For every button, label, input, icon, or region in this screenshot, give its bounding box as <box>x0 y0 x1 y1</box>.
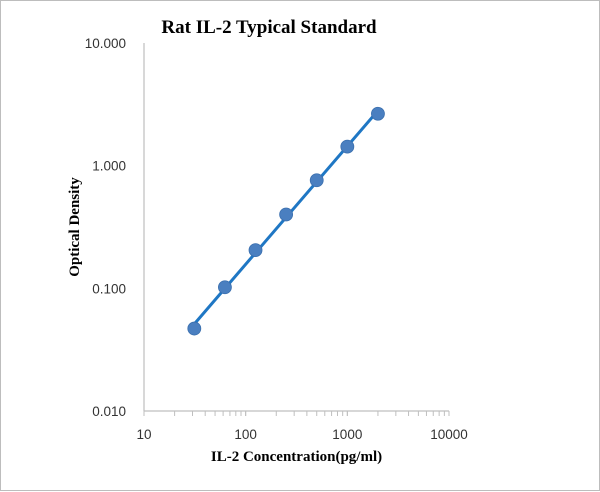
x-axis-label: IL-2 Concentration(pg/ml) <box>211 449 382 465</box>
y-axis-label: Optical Density <box>67 177 83 277</box>
data-point <box>340 139 355 154</box>
x-tick-label: 1000 <box>332 427 362 442</box>
data-point <box>309 173 324 188</box>
chart-title: Rat IL-2 Typical Standard <box>161 17 377 38</box>
y-tick-label: 0.010 <box>92 404 126 419</box>
y-tick-label: 0.100 <box>92 281 126 296</box>
x-tick-label: 100 <box>234 427 257 442</box>
data-point <box>279 207 294 222</box>
axes <box>143 43 449 412</box>
x-tick-label: 10000 <box>430 427 468 442</box>
data-point <box>187 321 202 336</box>
y-tick-labels: 0.010 0.100 1.000 10.000 <box>85 36 126 419</box>
data-point <box>218 280 232 295</box>
data-point <box>248 243 263 257</box>
y-tick-label: 10.000 <box>85 36 126 51</box>
y-tick-label: 1.000 <box>92 159 126 174</box>
x-tick-labels: 10 100 1000 10000 <box>136 427 467 442</box>
x-minor-ticks <box>143 411 450 416</box>
data-point <box>371 106 385 121</box>
series-0 <box>187 106 385 336</box>
x-tick-label: 10 <box>136 427 151 442</box>
